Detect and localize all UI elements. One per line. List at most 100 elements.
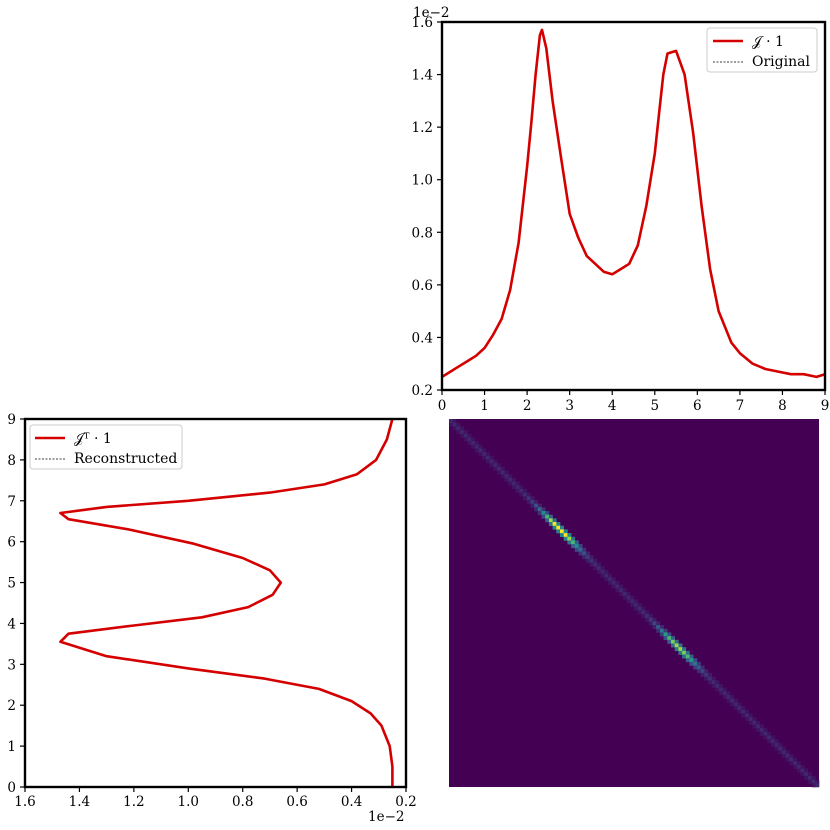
heatmap-cell — [700, 665, 705, 670]
heatmap-cell — [563, 533, 568, 538]
heatmap-cell — [471, 437, 476, 442]
heatmap-cell — [652, 621, 657, 626]
heatmap-cell — [748, 717, 753, 722]
heatmap-cell — [678, 647, 683, 652]
heatmap-cell — [641, 614, 646, 619]
heatmap-cell — [815, 783, 820, 788]
heatmap-cell — [511, 481, 516, 486]
heatmap-cell — [515, 485, 520, 490]
heatmap-cell — [534, 503, 539, 508]
heatmap-cell — [604, 573, 609, 578]
heatmap-cell — [593, 566, 598, 571]
y-tick-label: 1.6 — [412, 15, 433, 31]
heatmap-cell — [671, 639, 675, 644]
x-tick-label: 1 — [480, 398, 489, 414]
heatmap-cell — [693, 661, 698, 666]
heatmap-cell — [641, 606, 646, 611]
x-tick-label: 0.8 — [232, 794, 253, 810]
legend-label-j1: 𝒥 · 1 — [752, 34, 784, 50]
heatmap-cell — [508, 481, 513, 486]
x-tick-label: 0.2 — [395, 794, 416, 810]
heatmap-cell — [597, 566, 601, 571]
heatmap-cell — [722, 687, 727, 692]
heatmap-cell — [574, 544, 579, 549]
heatmap-cell — [504, 470, 509, 475]
x-tick-label: 0.6 — [286, 794, 307, 810]
y-tick-label: 3 — [7, 657, 16, 673]
heatmap-cell — [571, 544, 576, 549]
heatmap-cell — [800, 768, 805, 773]
heatmap-cell — [656, 628, 661, 633]
heatmap-cell — [737, 702, 742, 707]
heatmap-cell — [671, 643, 675, 648]
heatmap-cell — [560, 529, 564, 534]
heatmap-cell — [656, 625, 661, 630]
heatmap-cell — [759, 731, 764, 736]
heatmap-cell — [578, 544, 583, 549]
heatmap-cell — [663, 632, 668, 637]
heatmap-cell — [615, 584, 620, 589]
heatmap-cell — [752, 720, 757, 725]
heatmap-cell — [482, 448, 487, 453]
heatmap-cell — [704, 676, 709, 681]
heatmap-cell — [593, 562, 598, 567]
heatmap-cell — [489, 459, 494, 464]
heatmap-cell — [648, 621, 653, 626]
heatmap-cell — [508, 474, 513, 479]
heatmap-cell — [474, 444, 479, 449]
y-tick-label: 0 — [7, 780, 16, 796]
heatmap-cell — [611, 580, 616, 585]
heatmap-cell — [674, 643, 679, 648]
heatmap-cell — [696, 665, 701, 670]
heatmap-cell — [449, 422, 453, 427]
heatmap-cell — [756, 724, 761, 729]
heatmap-cell — [711, 676, 716, 681]
heatmap-cell — [685, 654, 690, 659]
heatmap-cell — [700, 669, 705, 674]
y-tick-label: 0.2 — [412, 383, 433, 399]
heatmap-cell — [759, 724, 764, 729]
heatmap-cell — [567, 533, 572, 538]
heatmap-cell — [463, 437, 468, 442]
heatmap-cell — [763, 735, 768, 740]
heatmap-cell — [674, 647, 679, 652]
heatmap-cell — [526, 492, 531, 497]
x-tick-label: 1.4 — [69, 794, 90, 810]
heatmap-cell — [626, 599, 631, 604]
heatmap-cell — [689, 661, 694, 666]
heatmap-cell — [667, 639, 672, 644]
heatmap-cell — [556, 529, 561, 534]
heatmap-cell — [708, 676, 712, 681]
heatmap-cell — [545, 518, 550, 523]
heatmap-cell — [793, 757, 798, 762]
heatmap-cell — [567, 540, 572, 545]
heatmap-cell — [730, 702, 735, 707]
heatmap-cell — [800, 764, 805, 769]
heatmap-cell — [645, 617, 650, 622]
heatmap-cell — [504, 477, 509, 482]
left-legend: 𝒥ᵀ · 1 Reconstructed — [29, 424, 183, 470]
heatmap-cell — [800, 772, 805, 777]
heatmap-cell — [793, 764, 798, 769]
heatmap-cell — [663, 636, 668, 641]
x-tick-label: 0.4 — [341, 794, 362, 810]
heatmap-cell — [719, 687, 724, 692]
heatmap-cell — [467, 441, 472, 446]
heatmap-cell — [804, 775, 809, 780]
x-tick-label: 0 — [438, 398, 447, 414]
heatmap-cell — [541, 511, 546, 515]
heatmap-cell — [708, 672, 712, 677]
heatmap-cell — [589, 562, 594, 567]
heatmap-cell — [504, 474, 509, 479]
heatmap-cell — [486, 452, 490, 457]
heatmap-cell — [556, 522, 561, 527]
heatmap-cell — [460, 433, 465, 438]
heatmap-cell — [770, 739, 775, 744]
heatmap-cell — [778, 742, 783, 747]
heatmap-cell — [719, 691, 724, 696]
heatmap-cell — [574, 547, 579, 552]
heatmap-cell — [534, 499, 539, 504]
heatmap-cell — [452, 419, 457, 423]
heatmap-cell — [626, 591, 631, 596]
heatmap-cell — [452, 422, 457, 427]
